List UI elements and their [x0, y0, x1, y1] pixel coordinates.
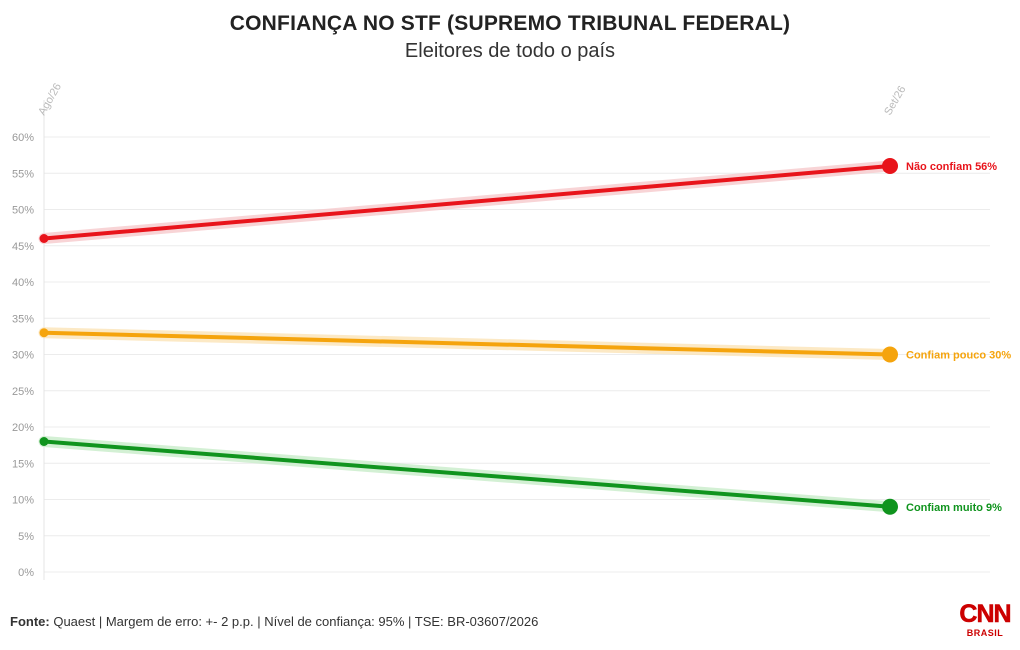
source-footer: Fonte: Quaest | Margem de erro: +- 2 p.p… — [10, 614, 538, 629]
y-tick-label: 60% — [12, 132, 34, 144]
chart-title: CONFIANÇA NO STF (SUPREMO TRIBUNAL FEDER… — [229, 12, 791, 35]
source-label: Fonte: — [10, 614, 50, 629]
y-tick-label: 10% — [12, 495, 34, 507]
series-end-label: Confiam muito 9% — [906, 502, 1002, 514]
y-tick-label: 50% — [12, 205, 34, 217]
series-end-point — [882, 346, 898, 363]
y-tick-label: 35% — [12, 313, 34, 325]
chart-subtitle: Eleitores de todo o país — [404, 40, 616, 62]
x-tick-label: Set/26 — [882, 84, 908, 118]
cnn-brasil-logo: CNN BRASIL — [956, 600, 1014, 642]
series-line — [42, 439, 892, 509]
y-tick-label: 30% — [12, 350, 34, 362]
y-tick-label: 5% — [18, 531, 34, 543]
y-tick-label: 55% — [12, 168, 34, 180]
logo-sub: BRASIL — [966, 628, 1004, 638]
y-tick-label: 25% — [12, 386, 34, 398]
y-tick-label: 15% — [12, 458, 34, 470]
series-start-point — [39, 234, 49, 243]
y-tick-label: 45% — [12, 241, 34, 253]
series-start-point — [39, 328, 49, 338]
x-tick-label: Ago/26 — [36, 81, 64, 117]
y-tick-label: 0% — [18, 567, 34, 579]
y-tick-label: 40% — [12, 277, 34, 289]
source-text: Quaest | Margem de erro: +- 2 p.p. | Nív… — [53, 614, 539, 629]
series-line — [42, 330, 892, 357]
series-end-label: Confiam pouco 30% — [906, 350, 1011, 362]
series-end-point — [882, 498, 898, 515]
series-line — [42, 164, 892, 241]
series-end-point — [882, 158, 898, 174]
series-end-label: Não confiam 56% — [906, 161, 997, 173]
series-start-point — [39, 437, 49, 446]
logo-brand: CNN — [959, 600, 1012, 628]
y-tick-label: 20% — [12, 422, 34, 434]
